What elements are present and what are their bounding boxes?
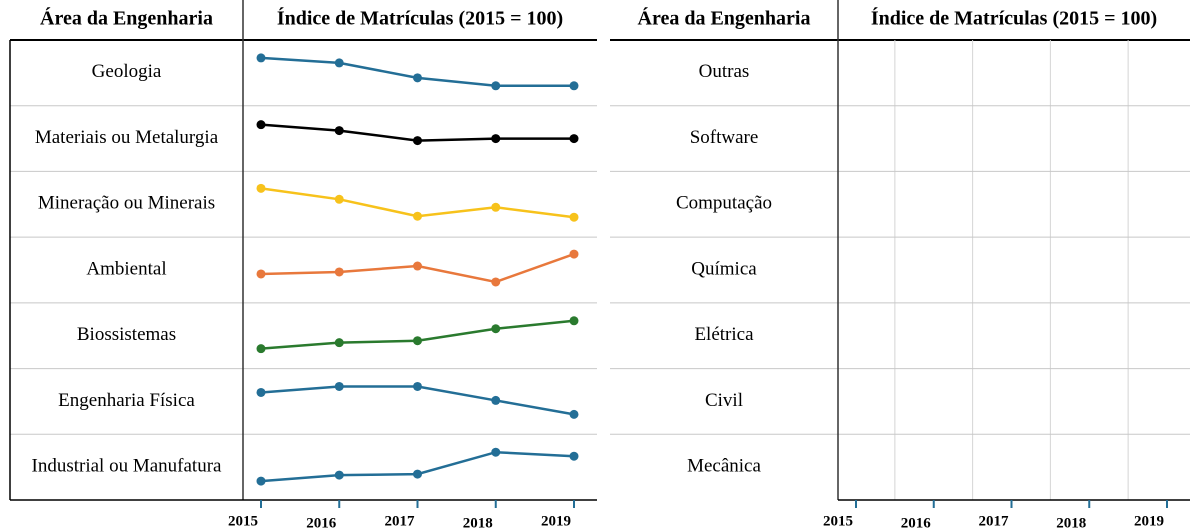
point	[569, 316, 579, 326]
row-label: Química	[691, 258, 757, 279]
row-label: Outras	[699, 61, 750, 82]
column-header: Área da Engenharia	[40, 7, 213, 30]
row-label: Civil	[705, 390, 743, 411]
point	[569, 249, 579, 259]
row-label: Elétrica	[694, 324, 754, 345]
point	[491, 81, 501, 91]
point	[334, 194, 344, 204]
point	[491, 324, 501, 334]
point	[491, 277, 501, 287]
point	[413, 469, 422, 479]
x-tick-label: 2019	[1134, 513, 1164, 529]
row-label: Materiais ou Metalurgia	[35, 127, 219, 148]
row-label: Industrial ou Manufatura	[32, 456, 223, 477]
row-label: Biossistemas	[77, 324, 176, 345]
x-tick-label: 2015	[823, 513, 853, 529]
point	[334, 470, 344, 480]
row-label: Ambiental	[86, 258, 166, 279]
point	[334, 338, 344, 348]
row-label: Mecânica	[687, 456, 761, 477]
row-label: Computação	[676, 193, 772, 214]
point	[569, 451, 579, 461]
point	[256, 120, 266, 130]
point	[256, 183, 266, 193]
column-header: Índice de Matrículas (2015 = 100)	[871, 7, 1157, 30]
point	[413, 136, 422, 146]
point	[491, 395, 501, 405]
point	[256, 476, 266, 486]
point	[569, 134, 579, 144]
point	[256, 344, 266, 354]
row-label: Engenharia Física	[58, 390, 195, 411]
column-header: Área da Engenharia	[638, 7, 811, 30]
point	[334, 58, 344, 68]
point	[569, 212, 579, 222]
point	[413, 261, 422, 271]
point	[256, 387, 266, 397]
point	[413, 211, 422, 221]
x-tick-label: 2018	[1056, 515, 1086, 530]
point	[569, 81, 579, 91]
row-label: Software	[690, 127, 759, 148]
point	[334, 381, 344, 391]
x-tick-label: 2017	[979, 513, 1010, 529]
point	[256, 53, 266, 63]
row-label: Mineração ou Minerais	[38, 193, 215, 214]
point	[491, 447, 501, 457]
point	[491, 134, 501, 144]
point	[491, 202, 501, 212]
point	[256, 269, 266, 279]
point	[569, 409, 579, 419]
x-tick-label: 2016	[901, 515, 932, 530]
x-tick-label: 2016	[306, 515, 337, 530]
x-tick-label: 2018	[463, 515, 493, 530]
point	[334, 126, 344, 136]
point	[334, 267, 344, 277]
row-label: Geologia	[92, 61, 162, 82]
x-tick-label: 2015	[228, 513, 258, 529]
column-header: Índice de Matrículas (2015 = 100)	[277, 7, 563, 30]
point	[413, 336, 422, 346]
point	[413, 73, 422, 83]
x-tick-label: 2017	[385, 513, 416, 529]
x-tick-label: 2019	[541, 513, 571, 529]
point	[413, 381, 422, 391]
